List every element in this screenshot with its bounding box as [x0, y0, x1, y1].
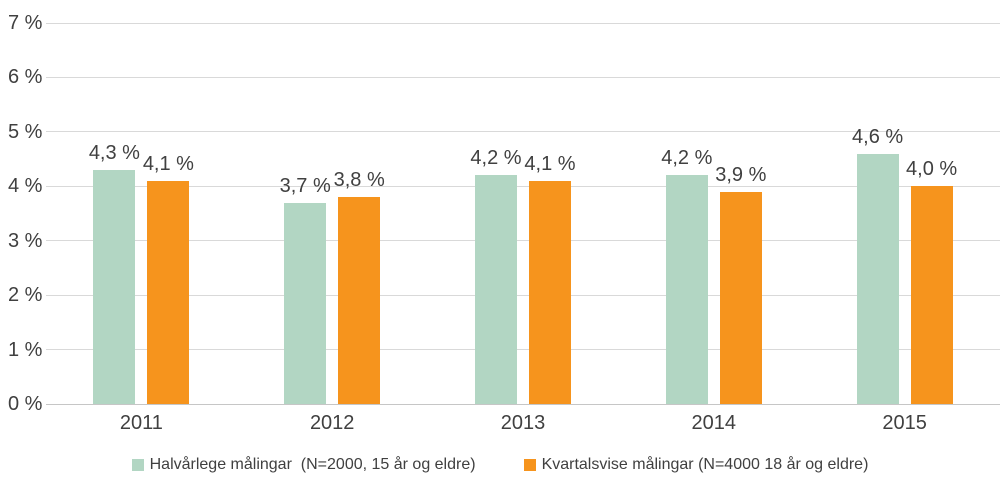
bar-value-label: 4,2 % [470, 147, 522, 170]
y-axis-tick-label: 2 % [8, 284, 43, 307]
legend-swatch-halvarlege-icon [131, 459, 144, 471]
y-axis-tick-label: 1 % [8, 338, 43, 361]
gridline [46, 240, 1000, 242]
legend-item-kvartalsvise: Kvartalsvise målingar (N=4000 18 år og e… [523, 456, 869, 474]
bar-halvarlege [284, 202, 327, 404]
bar-kvartalsvise [147, 180, 190, 404]
x-axis-category-label: 2012 [309, 412, 355, 434]
x-axis-category-label: 2013 [500, 412, 546, 434]
bar-value-label: 4,1 % [142, 152, 194, 175]
bar-value-label: 3,9 % [715, 163, 767, 186]
gridline [46, 185, 1000, 187]
legend-item-halvarlege: Halvårlege målingar (N=2000, 15 år og el… [131, 456, 476, 474]
gridline [46, 403, 1000, 405]
gridline [46, 131, 1000, 133]
bar-kvartalsvise [338, 197, 381, 404]
y-axis-tick-label: 6 % [8, 66, 43, 89]
legend-swatch-kvartalsvise-icon [523, 459, 536, 471]
bar-halvarlege [856, 153, 899, 404]
y-axis-tick-label: 0 % [8, 393, 43, 415]
bar-value-label: 4,1 % [524, 152, 576, 175]
bar-value-label: 4,2 % [661, 147, 713, 170]
bar-value-label: 3,8 % [333, 169, 385, 192]
bar-kvartalsvise [910, 186, 953, 404]
y-axis-tick-label: 5 % [8, 120, 43, 143]
gridline [46, 349, 1000, 351]
x-axis-category-label: 2014 [691, 412, 737, 434]
bar-halvarlege [475, 175, 517, 404]
bar-kvartalsvise [529, 180, 571, 404]
y-axis-tick-label: 3 % [8, 229, 43, 252]
x-axis-category-label: 2011 [119, 412, 163, 434]
y-axis-tick-label: 7 % [8, 12, 43, 34]
legend: Halvårlege målingar (N=2000, 15 år og el… [0, 456, 1000, 474]
x-axis-category-label: 2015 [882, 412, 927, 434]
gridline [46, 22, 1000, 24]
bar-halvarlege [93, 169, 136, 404]
bar-value-label: 4,0 % [906, 158, 958, 181]
bar-kvartalsvise [719, 191, 762, 404]
gridline [46, 294, 1000, 296]
bar-value-label: 3,7 % [279, 174, 331, 197]
legend-label-kvartalsvise: Kvartalsvise målingar (N=4000 18 år og e… [541, 456, 869, 473]
bar-value-label: 4,3 % [88, 141, 140, 164]
legend-label-halvarlege: Halvårlege målingar (N=2000, 15 år og el… [149, 456, 476, 473]
y-axis-tick-label: 4 % [8, 175, 43, 198]
gridline [46, 76, 1000, 78]
bar-value-label: 4,6 % [852, 125, 904, 148]
bar-halvarlege [665, 175, 708, 404]
